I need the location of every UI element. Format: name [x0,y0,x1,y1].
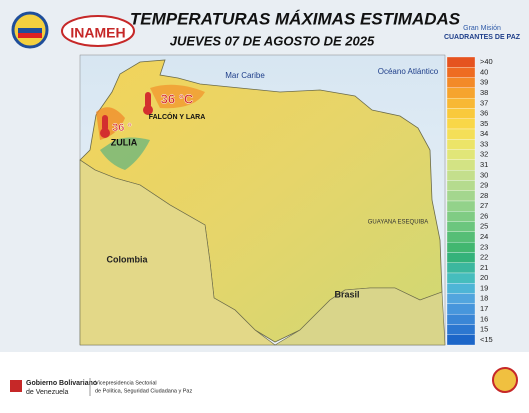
flag-stripe [18,33,42,38]
legend-label: 35 [480,119,488,128]
legend-swatch [446,262,476,274]
legend-swatch [446,293,476,305]
legend-swatch [446,211,476,222]
legend-label: 36 [480,109,488,118]
legend-swatch [446,231,476,243]
country-label: Colombia [106,254,148,264]
legend-label: 19 [480,283,488,292]
footer-text: Vicepresidencia Sectorial [95,380,157,386]
legend-label: 15 [480,325,488,334]
legend-swatch [446,159,476,171]
gov-logo [10,380,22,392]
legend-label: 20 [480,273,488,282]
temperature-annotation: 36 °C [161,91,194,106]
legend-swatch [446,97,476,109]
legend-label: 38 [480,88,488,97]
legend-label: 26 [480,211,488,220]
legend-swatch [446,67,476,78]
footer-text: de Venezuela [26,389,69,396]
footer-text: de Política, Seguridad Ciudadana y Paz [95,388,192,394]
legend-swatch [446,200,476,212]
legend-swatch [446,241,476,253]
legend-label: 24 [480,232,488,241]
thermometer-icon [143,105,153,115]
legend-label: 23 [480,242,488,251]
legend-swatch [446,56,476,68]
legend-label: 25 [480,222,488,231]
legend-label: 22 [480,253,488,262]
region-label: GUAYANA ESEQUIBA [368,220,428,226]
sea-label: Mar Caribe [225,71,265,80]
footer-band [0,352,529,408]
legend-swatch [446,108,476,119]
region-annotation: ZULIA [111,137,138,147]
legend-swatch [446,252,476,263]
ocean-label: Océano Atlántico [378,67,439,76]
logo-text: CUADRANTES DE PAZ [444,34,521,41]
anniversary-logo [492,367,518,393]
legend-label: 32 [480,150,488,159]
footer-text: Gobierno Bolivariano [26,380,97,387]
flag-stripe [18,28,42,33]
legend-label: 37 [480,98,488,107]
andes-cool-zone [100,137,150,170]
logo-text: Gran Misión [463,25,501,32]
legend-swatch [446,334,476,346]
thermometer-icon [102,115,108,131]
legend-label: 28 [480,191,488,200]
legend-label: 21 [480,263,488,272]
legend-swatch [446,87,476,99]
legend-swatch [446,283,476,294]
legend-label: 27 [480,201,488,210]
legend-swatch [446,180,476,191]
legend-label: 33 [480,139,488,148]
legend-label: 29 [480,181,488,190]
legend-swatch [446,324,476,335]
logo-text: INAMEH [70,25,125,41]
thermometer-icon [145,92,151,108]
legend-swatch [446,128,476,140]
legend-label: >40 [480,57,493,66]
legend-swatch [446,303,476,315]
legend-label: <15 [480,335,493,344]
legend-label: 17 [480,304,488,313]
legend-swatch [446,272,476,284]
brazil-landmass [273,287,446,346]
legend-label: 18 [480,294,488,303]
legend-label: 39 [480,78,488,87]
country-label: Brasil [334,289,359,299]
legend-swatch [446,190,476,202]
title: TEMPERATURAS MÁXIMAS ESTIMADAS [130,9,461,28]
legend-swatch [446,77,476,89]
temperature-annotation: 36 ° [112,122,132,134]
hot-zone [150,84,205,109]
legend-swatch [446,118,476,130]
legend-swatch [446,221,476,233]
legend-swatch [446,149,476,161]
legend-label: 34 [480,129,488,138]
legend-swatch [446,139,476,150]
legend-label: 30 [480,170,488,179]
legend-label: 40 [480,67,488,76]
legend-label: 16 [480,314,488,323]
legend-label: 31 [480,160,488,169]
subtitle: JUEVES 07 DE AGOSTO DE 2025 [170,33,375,48]
inameh-logo [61,15,135,47]
legend-swatch [446,169,476,181]
legend-swatch [446,313,476,325]
region-annotation: FALCÓN Y LARA [149,112,206,121]
thermometer-icon [100,128,110,138]
